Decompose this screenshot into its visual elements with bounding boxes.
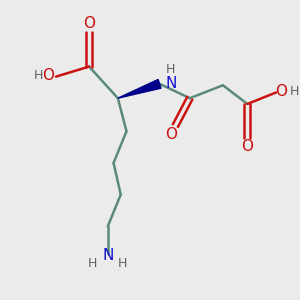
Text: H: H	[166, 63, 175, 76]
Text: H: H	[118, 257, 128, 270]
Text: O: O	[43, 68, 55, 83]
Polygon shape	[118, 80, 161, 98]
Text: O: O	[83, 16, 95, 32]
Text: O: O	[242, 139, 254, 154]
Text: H: H	[87, 257, 97, 270]
Text: O: O	[275, 83, 287, 98]
Text: N: N	[166, 76, 177, 91]
Text: O: O	[165, 127, 177, 142]
Text: N: N	[102, 248, 113, 262]
Text: H: H	[289, 85, 299, 98]
Text: H: H	[34, 69, 43, 82]
